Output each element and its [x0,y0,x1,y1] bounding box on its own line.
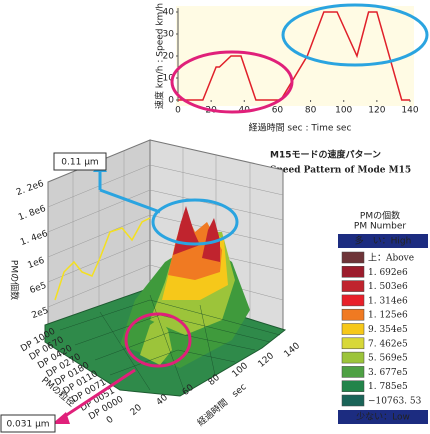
time-axis-label: 経過時間 sec [195,381,249,429]
legend-footer [338,410,428,424]
z-tick-label: 1e6 [26,256,46,271]
time-tick-label: 120 [257,351,277,370]
speed-trace [54,217,151,301]
surface-band [140,318,172,365]
z-tick-label: 2. 2e6 [15,179,45,198]
x-tick-label: 120 [368,106,385,116]
legend-subtitle: PM Number [354,222,407,232]
legend-swatch [341,280,365,292]
legend-label: 1. 692e6 [368,268,408,278]
legend-label: 1. 314e6 [368,296,408,306]
highlight-ellipse [151,198,239,246]
arrow [61,368,136,420]
arrow [99,188,161,214]
highlight-ellipse [124,312,192,368]
x-tick-label: 100 [335,106,352,116]
surface-peak [202,218,220,262]
highlight-ellipse [170,50,294,114]
title-en: Speed Pattern of Mode M15 [270,166,411,176]
legend-high: 多 い：High [355,235,412,247]
callout-label: 0.031 μm [6,420,49,430]
speed-line [178,11,410,101]
z-tick-label: 1. 4e6 [19,229,49,248]
legend-label: 1. 785e5 [368,382,408,392]
legend-label: 1. 503e6 [368,282,408,292]
callout-label: 0.11 μm [61,158,98,168]
legend-header [338,234,428,248]
y-tick-label: 10 [163,74,175,84]
callout-box [0,414,56,433]
legend-swatch [341,251,365,264]
y-tick-label: 40 [163,8,175,18]
x-tick-label: 60 [272,106,284,116]
x-tick-label: 80 [305,106,317,116]
legend-label: −10763. 53 [368,397,422,407]
legend-label: 5. 569e5 [368,354,408,364]
legend-swatch [341,394,365,407]
arrow-head [52,412,70,424]
legend-swatch [341,294,365,307]
legend: 上：Above 1. 692e6 1. 503e6 1. 314e6 1. 125e6 9… [341,251,422,407]
legend-label: 9. 354e5 [368,325,408,335]
z-tick-label: 2e5 [30,306,49,321]
highlight-ellipse [281,3,429,67]
legend-swatch [341,351,365,364]
title-ja: M15モードの速度パターン [270,149,381,161]
legend-swatch [341,308,365,321]
x-axis-label: 経過時間 sec : Time sec [249,122,352,134]
legend-low: 少ない：Low [356,412,410,423]
plot-area [176,6,414,106]
callout-box [53,152,107,171]
y-axis-label: 速度 km/h : Speed km/h [154,3,166,109]
legend-swatch [341,337,365,350]
legend-swatch [341,366,365,378]
time-tick-label: 140 [283,341,303,360]
legend-label: 1. 125e6 [368,311,408,321]
legend-label: 上：Above [368,253,414,264]
legend-title: PMの個数 [360,210,400,222]
y-tick-label: 20 [163,52,175,62]
legend-swatch [341,380,365,392]
z-axis-label: PMの個数 [9,260,21,300]
y-tick-label: 0 [168,96,174,106]
x-tick-label: 0 [175,106,181,116]
legend-swatch [341,323,365,335]
z-tick-label: 1. 8e6 [17,204,47,223]
x-tick-label: 140 [401,106,418,116]
legend-swatch [341,266,365,278]
legend-label: 3. 677e5 [368,368,408,378]
time-tick-label: 20 [129,403,144,418]
legend-label: 7. 462e5 [368,339,408,349]
time-tick-label: 0 [105,415,116,427]
z-tick-label: 6e5 [28,281,47,296]
y-tick-label: 30 [163,30,175,40]
surface-plot [44,139,287,397]
